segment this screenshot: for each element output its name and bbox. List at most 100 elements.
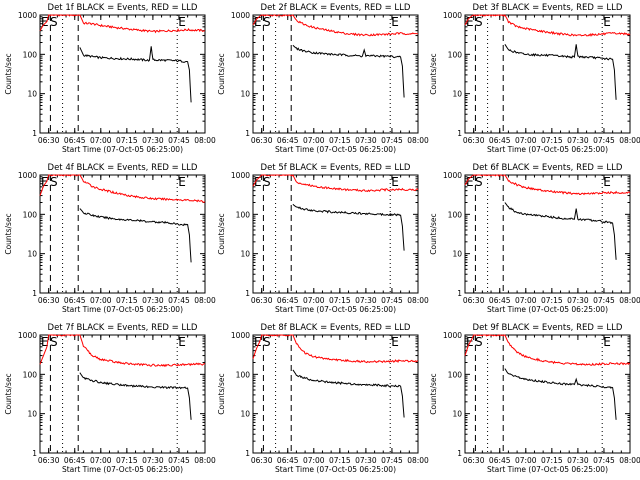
plot-frame [252,14,419,134]
lld-series-line [39,174,206,203]
x-axis-label: Start Time (07-Oct-05 06:25:00) [487,465,608,474]
chart-title: Det 1f BLACK = Events, RED = LLD [48,3,198,13]
x-tick-label: 07:45 [593,456,615,465]
event-marker-label: S [475,15,483,29]
chart-det-8: Det 8f BLACK = Events, RED = LLD 1 10 100 10… [217,323,429,474]
x-tick-label: 07:45 [381,456,403,465]
event-marker-label: E [603,335,611,349]
x-tick-label: 06:30 [38,296,60,305]
plot-frame [39,14,206,134]
y-axis-label: Counts/sec [217,213,226,254]
y-tick-label: 1 [457,289,462,298]
y-axis-label: Counts/sec [217,53,226,94]
x-tick-label: 07:15 [329,136,351,145]
plot-frame [252,174,419,294]
event-marker-label: E [466,15,474,29]
event-marker-label: S [263,175,271,189]
chart-det-6: Det 6f BLACK = Events, RED = LLD 1 10 100 10… [429,163,640,314]
x-tick-label: 06:45 [489,456,511,465]
y-tick-label: 1 [457,449,462,458]
x-tick-label: 06:45 [277,456,299,465]
event-marker-label: E [254,15,262,29]
x-tick-label: 07:45 [381,296,403,305]
y-axis-label: Counts/sec [429,213,438,254]
y-axis-label: Counts/sec [4,213,13,254]
x-tick-label: 07:00 [515,136,537,145]
chart-title: Det 9f BLACK = Events, RED = LLD [473,323,623,333]
y-tick-label: 1 [245,449,250,458]
y-tick-label: 10 [452,90,462,99]
plot-frame [39,174,206,294]
chart-det-2: Det 2f BLACK = Events, RED = LLD 1 10 100 10… [217,3,429,154]
x-tick-label: 07:15 [541,136,563,145]
event-marker-label: S [263,335,271,349]
y-tick-label: 10 [452,410,462,419]
y-tick-label: 10 [240,90,250,99]
y-tick-label: 1 [32,449,37,458]
x-tick-label: 07:30 [142,296,164,305]
x-tick-label: 07:30 [142,456,164,465]
x-tick-label: 07:45 [593,296,615,305]
y-axis-label: Counts/sec [429,53,438,94]
event-marker-label: S [263,15,271,29]
x-tick-label: 07:00 [515,456,537,465]
y-tick-label: 1 [245,289,250,298]
chart-title: Det 6f BLACK = Events, RED = LLD [473,163,623,173]
event-marker-label: E [178,175,186,189]
y-tick-label: 1 [245,129,250,138]
x-tick-label: 07:30 [355,296,377,305]
x-tick-label: 06:30 [251,456,273,465]
lld-series-line [464,14,631,37]
events-series-line [292,369,405,418]
x-axis-label: Start Time (07-Oct-05 06:25:00) [275,465,396,474]
x-axis-label: Start Time (07-Oct-05 06:25:00) [275,145,396,154]
x-tick-label: 06:30 [463,136,485,145]
events-series-line [292,44,405,98]
y-tick-label: 1000 [18,331,37,340]
x-tick-label: 06:45 [277,296,299,305]
y-tick-label: 1000 [443,331,462,340]
event-marker-label: S [475,335,483,349]
x-tick-label: 08:00 [407,136,429,145]
y-axis-label: Counts/sec [4,373,13,414]
event-marker-label: S [50,175,58,189]
x-tick-label: 07:30 [355,136,377,145]
event-marker-label: E [466,175,474,189]
x-tick-label: 07:15 [116,456,138,465]
lld-series-line [252,14,419,37]
events-series-line [504,202,617,260]
plot-frame [39,334,206,454]
chart-det-3: Det 3f BLACK = Events, RED = LLD 1 10 100 10… [429,3,640,154]
y-tick-label: 1000 [231,331,250,340]
x-tick-label: 08:00 [407,296,429,305]
y-axis-label: Counts/sec [429,373,438,414]
x-tick-label: 07:45 [168,136,190,145]
lld-series-line [252,174,419,193]
x-tick-label: 07:15 [116,296,138,305]
event-marker-label: E [41,15,49,29]
x-tick-label: 07:15 [541,296,563,305]
y-axis-label: Counts/sec [217,373,226,414]
x-tick-label: 06:45 [489,296,511,305]
x-tick-label: 07:30 [567,456,589,465]
y-tick-label: 100 [448,370,463,379]
lld-series-line [464,174,631,196]
chart-title: Det 5f BLACK = Events, RED = LLD [261,163,411,173]
y-tick-label: 100 [236,50,251,59]
x-tick-label: 06:30 [38,136,60,145]
events-series-line [79,208,192,263]
chart-title: Det 2f BLACK = Events, RED = LLD [261,3,411,13]
y-tick-label: 10 [452,250,462,259]
lld-series-line [39,14,206,34]
chart-title: Det 4f BLACK = Events, RED = LLD [48,163,198,173]
x-tick-label: 07:45 [168,296,190,305]
events-series-line [292,203,405,251]
y-tick-label: 100 [23,210,38,219]
chart-title: Det 3f BLACK = Events, RED = LLD [473,3,623,13]
x-tick-label: 06:30 [251,296,273,305]
x-tick-label: 07:30 [142,136,164,145]
x-tick-label: 07:15 [541,456,563,465]
event-marker-label: E [41,335,49,349]
event-marker-label: E [254,175,262,189]
x-axis-label: Start Time (07-Oct-05 06:25:00) [275,305,396,314]
